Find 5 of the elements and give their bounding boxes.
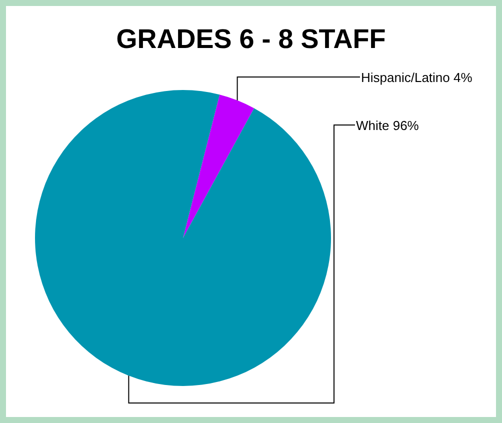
pie-slice bbox=[35, 90, 331, 386]
slice-label: White 96% bbox=[356, 118, 420, 133]
pie-slice bbox=[183, 94, 254, 238]
slice-label: Hispanic/Latino 4% bbox=[361, 70, 473, 85]
chart-title: GRADES 6 - 8 STAFF bbox=[116, 24, 386, 54]
